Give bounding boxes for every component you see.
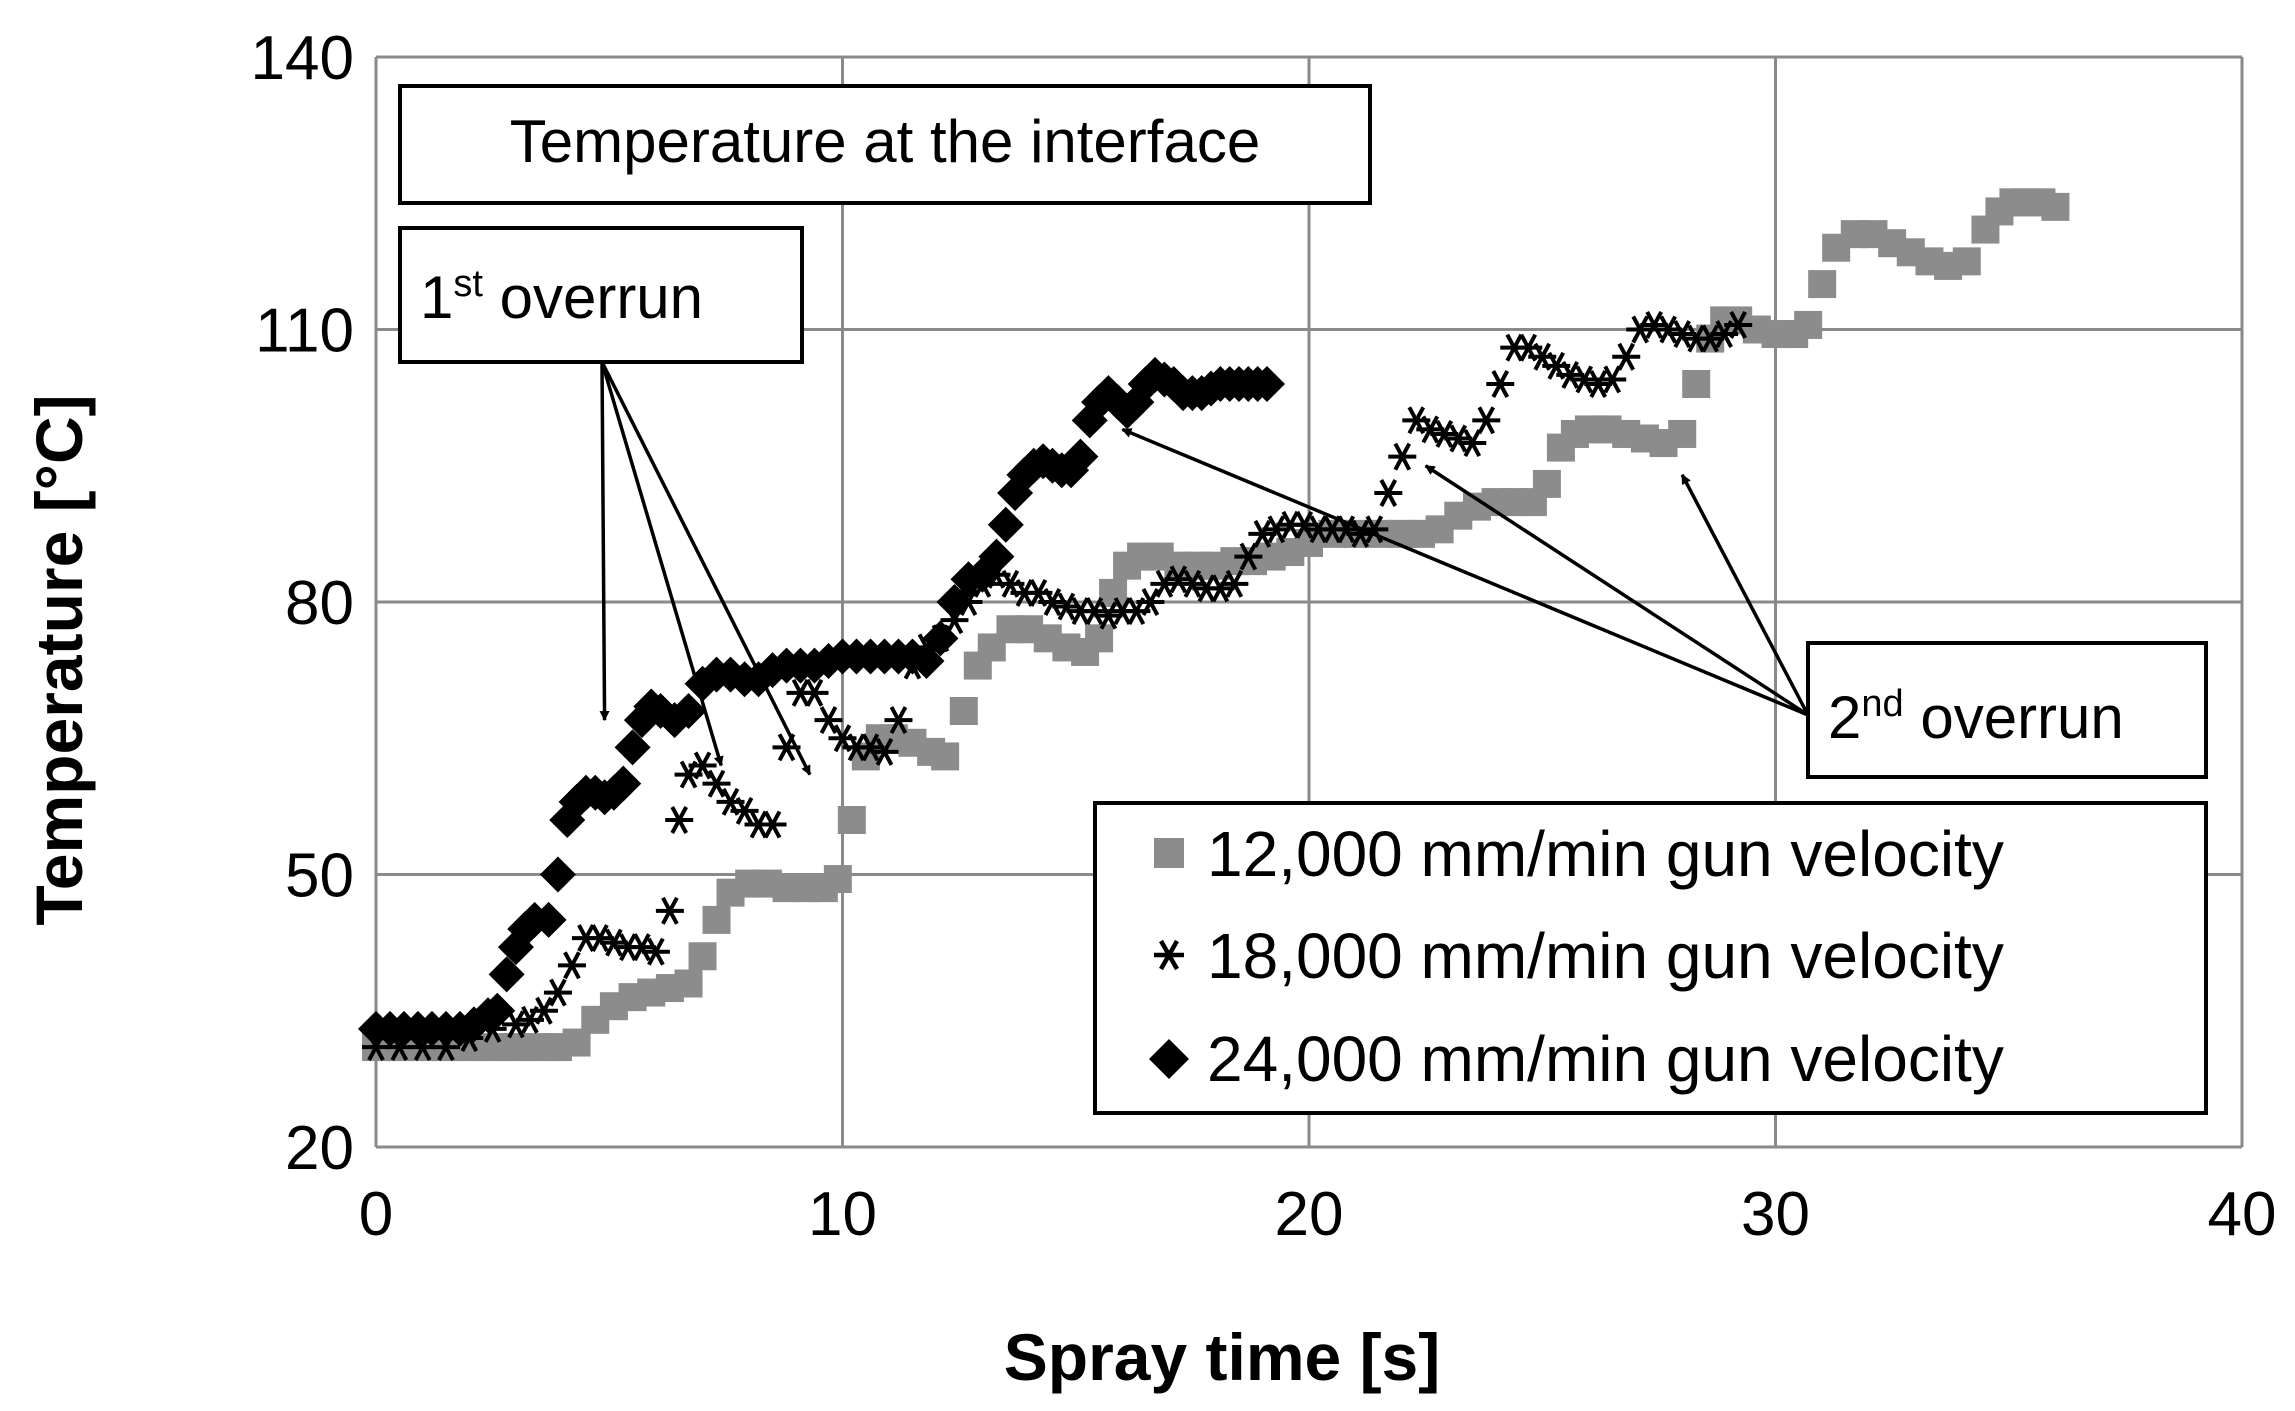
legend-box xyxy=(1093,801,2208,1115)
first-overrun-num: 1 xyxy=(420,264,453,331)
data-point-asterisk xyxy=(688,751,717,780)
data-point-diamond xyxy=(539,856,576,893)
title-box-text: Temperature at the interface xyxy=(510,108,1260,175)
x-tick-label: 30 xyxy=(1741,1180,1810,1249)
legend-label-24000: 24,000 mm/min gun velocity xyxy=(1207,1023,2004,1095)
first-overrun-arrow xyxy=(599,361,610,722)
data-point-square xyxy=(1794,310,1823,339)
second-overrun-sup: nd xyxy=(1861,683,1903,725)
data-point-asterisk xyxy=(1612,342,1641,371)
data-point-diamond xyxy=(908,643,945,680)
data-point-asterisk xyxy=(1136,588,1165,616)
data-point-asterisk xyxy=(557,951,586,980)
x-axis-title: Spray time [s] xyxy=(1004,1320,1440,1394)
y-tick-label: 110 xyxy=(255,297,354,366)
first-overrun-sup: st xyxy=(453,263,483,305)
data-point-asterisk xyxy=(1486,370,1515,398)
data-point-square xyxy=(674,969,703,998)
data-point-asterisk xyxy=(1220,569,1249,598)
second-overrun-arrow xyxy=(1424,464,1809,717)
data-point-square xyxy=(1682,370,1711,398)
data-point-asterisk xyxy=(884,706,913,735)
data-point-asterisk xyxy=(641,937,670,966)
title-box xyxy=(398,84,1372,205)
legend-label-12000: 12,000 mm/min gun velocity xyxy=(1207,818,2004,890)
second-overrun-arrow xyxy=(1121,427,1809,717)
axis-frame xyxy=(374,57,2242,1149)
data-point-asterisk xyxy=(814,706,843,735)
tick-labels: 20 50 80 110 140 0 10 20 30 40 xyxy=(251,24,2277,1249)
legend-marker-18000 xyxy=(1154,939,1184,971)
annotation-arrows xyxy=(599,361,1810,776)
first-overrun-arrow xyxy=(600,361,812,776)
data-point-square xyxy=(688,942,717,971)
data-point-diamond xyxy=(605,765,642,802)
data-point-asterisk xyxy=(702,769,731,798)
data-point-diamond xyxy=(922,620,959,657)
y-tick-label: 140 xyxy=(251,24,354,93)
data-point-diamond xyxy=(1249,366,1286,402)
data-point-asterisk xyxy=(870,737,899,766)
second-overrun-text: overrun xyxy=(1904,684,2124,751)
data-point-square xyxy=(931,742,960,771)
legend-marker-24000 xyxy=(1149,1039,1189,1079)
data-point-asterisk xyxy=(543,978,572,1007)
y-tick-label: 20 xyxy=(285,1114,354,1183)
data-point-asterisk xyxy=(655,896,684,925)
legend: 12,000 mm/min gun velocity 18,000 mm/min… xyxy=(1093,801,2208,1115)
series-2 xyxy=(358,356,1286,1047)
data-point-diamond xyxy=(479,992,516,1029)
data-point-diamond xyxy=(987,506,1024,543)
second-overrun-box xyxy=(1806,641,2208,779)
data-point-square xyxy=(1668,419,1697,448)
first-overrun-arrow xyxy=(600,361,724,767)
first-overrun-box xyxy=(398,226,804,364)
x-tick-label: 40 xyxy=(2208,1180,2277,1249)
data-point-square xyxy=(1085,624,1114,653)
data-point-asterisk xyxy=(1388,442,1417,471)
data-point-diamond xyxy=(1062,438,1099,475)
data-point-square xyxy=(949,697,978,725)
data-points xyxy=(358,188,2070,1062)
data-point-diamond xyxy=(614,729,651,766)
second-overrun-arrow xyxy=(1680,473,1810,716)
data-point-asterisk xyxy=(1234,542,1263,571)
y-tick-label: 50 xyxy=(285,842,354,911)
data-point-diamond xyxy=(670,693,707,729)
data-point-asterisk xyxy=(1458,429,1487,457)
x-tick-label: 20 xyxy=(1275,1180,1344,1249)
legend-label-18000: 18,000 mm/min gun velocity xyxy=(1207,920,2004,992)
data-point-square xyxy=(1952,247,1981,276)
y-axis-title: Temperature [°C] xyxy=(22,394,96,925)
data-point-square xyxy=(1532,469,1561,498)
x-tick-label: 0 xyxy=(359,1180,393,1249)
data-point-square xyxy=(823,865,852,894)
second-overrun-num: 2 xyxy=(1828,684,1861,751)
data-point-diamond xyxy=(530,901,567,938)
data-point-square xyxy=(1808,270,1837,299)
data-point-asterisk xyxy=(800,678,829,707)
data-point-asterisk xyxy=(730,796,759,825)
data-point-square xyxy=(702,905,731,934)
second-overrun-label: 2nd overrun xyxy=(1828,683,2124,751)
data-point-asterisk xyxy=(529,996,558,1025)
data-point-diamond xyxy=(488,956,525,993)
y-tick-label: 80 xyxy=(285,569,354,638)
data-point-square xyxy=(2041,192,2070,221)
data-point-square xyxy=(1099,578,1128,607)
data-point-asterisk xyxy=(1472,406,1501,435)
legend-marker-12000 xyxy=(1154,838,1184,868)
data-point-asterisk xyxy=(1724,311,1753,339)
x-tick-label: 10 xyxy=(808,1180,877,1249)
data-point-asterisk xyxy=(665,806,694,834)
first-overrun-text: overrun xyxy=(483,264,703,331)
data-point-diamond xyxy=(936,584,973,620)
data-point-diamond xyxy=(978,538,1015,575)
data-point-square xyxy=(837,806,866,834)
first-overrun-label: 1st overrun xyxy=(420,263,703,331)
data-point-asterisk xyxy=(758,810,787,839)
data-point-asterisk xyxy=(1598,365,1627,394)
data-point-asterisk xyxy=(1374,479,1403,507)
